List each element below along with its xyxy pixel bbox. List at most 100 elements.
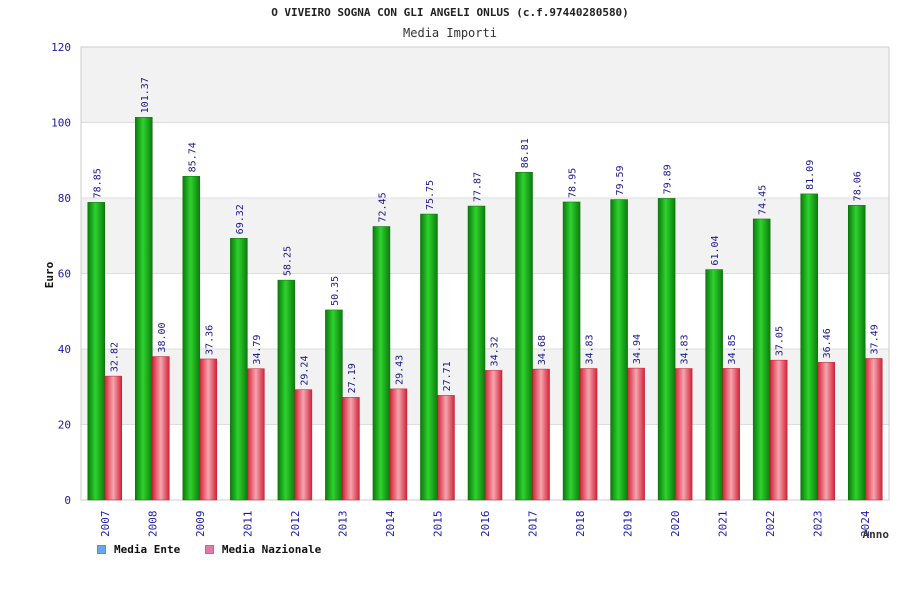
plot-band [81, 47, 889, 123]
value-label: 34.79 [252, 335, 263, 365]
value-label: 34.85 [727, 334, 738, 364]
value-label: 81.09 [805, 160, 816, 190]
bar-media-nazionale [342, 397, 360, 501]
bar-media-ente [752, 218, 771, 501]
value-label: 34.83 [585, 334, 596, 364]
x-tick-label: 2009 [194, 511, 207, 538]
y-tick-label: 40 [58, 343, 71, 356]
bar-media-nazionale [294, 389, 313, 501]
bar-media-nazionale [722, 368, 740, 501]
bar-media-nazionale [674, 368, 693, 501]
value-label: 37.05 [775, 326, 786, 356]
legend-label-nazionale: Media Nazionale [221, 543, 322, 556]
bar-media-nazionale [389, 388, 408, 501]
bar-media-ente [420, 213, 438, 501]
bar-media-ente [182, 176, 201, 501]
value-label: 79.89 [663, 164, 674, 194]
value-label: 50.35 [330, 276, 341, 306]
y-tick-label: 0 [64, 494, 71, 507]
x-tick-label: 2017 [527, 511, 540, 538]
chart-subtitle: Media Importi [403, 26, 497, 40]
x-tick-label: 2023 [812, 511, 825, 538]
legend-swatch-nazionale [204, 545, 214, 554]
value-label: 37.36 [204, 325, 215, 355]
value-label: 75.75 [425, 180, 436, 210]
value-label: 58.25 [282, 246, 293, 276]
x-tick-label: 2011 [241, 511, 254, 538]
value-label: 29.43 [394, 355, 405, 385]
legend-swatch-ente [97, 545, 106, 554]
value-label: 27.19 [347, 363, 358, 393]
bar-media-ente [325, 309, 343, 501]
bar-media-ente [277, 279, 296, 501]
y-axis-label: Euro [43, 261, 56, 288]
value-label: 61.04 [710, 235, 721, 265]
value-label: 34.83 [680, 334, 691, 364]
x-tick-label: 2008 [146, 511, 159, 538]
bar-media-nazionale [817, 362, 835, 501]
bar-media-ente [847, 205, 866, 501]
value-label: 34.32 [490, 336, 501, 366]
x-tick-label: 2024 [859, 510, 872, 537]
y-tick-label: 100 [51, 117, 71, 130]
chart-title: O VIVEIRO SOGNA CON GLI ANGELI ONLUS (c.… [271, 6, 629, 19]
value-label: 34.68 [537, 335, 548, 365]
bar-media-nazionale [532, 368, 550, 501]
bar-media-nazionale [104, 375, 123, 501]
x-tick-label: 2020 [669, 511, 682, 538]
bar-media-nazionale [199, 358, 218, 501]
value-label: 78.85 [92, 168, 103, 198]
bar-media-ente [562, 201, 581, 501]
legend-item-ente: Media Ente [97, 543, 180, 556]
bar-media-ente [610, 199, 628, 501]
y-tick-label: 80 [58, 192, 71, 205]
x-tick-label: 2016 [479, 511, 492, 538]
bar-media-nazionale [484, 370, 503, 501]
value-label: 79.59 [615, 165, 626, 195]
bar-media-ente [87, 202, 106, 501]
bar-media-ente [467, 205, 486, 501]
value-label: 85.74 [187, 142, 198, 172]
value-label: 37.49 [870, 324, 881, 354]
x-tick-label: 2013 [336, 511, 349, 538]
value-label: 86.81 [520, 138, 531, 168]
x-tick-label: 2012 [289, 511, 302, 538]
x-tick-label: 2021 [717, 511, 730, 538]
bar-media-nazionale [437, 395, 455, 501]
bar-media-ente [515, 172, 533, 501]
bar-media-nazionale [579, 368, 598, 501]
x-tick-label: 2015 [431, 511, 444, 538]
value-label: 34.94 [632, 334, 643, 364]
bar-media-ente [135, 117, 153, 501]
value-label: 27.71 [442, 361, 453, 391]
bar-media-ente [800, 193, 818, 501]
value-label: 72.45 [377, 192, 388, 222]
bar-media-nazionale [627, 367, 645, 501]
x-tick-label: 2019 [622, 511, 635, 538]
x-tick-label: 2018 [574, 511, 587, 538]
bar-media-ente [230, 238, 248, 501]
value-label: 101.37 [140, 77, 151, 113]
x-tick-label: 2022 [764, 511, 777, 538]
value-label: 38.00 [157, 322, 168, 352]
value-label: 29.24 [299, 356, 310, 386]
value-label: 78.95 [568, 168, 579, 198]
y-tick-label: 120 [51, 41, 71, 54]
bar-media-ente [657, 198, 676, 501]
legend: Media Ente Media Nazionale [97, 543, 339, 557]
value-label: 78.06 [853, 171, 864, 201]
value-label: 77.87 [473, 172, 484, 202]
value-label: 36.46 [822, 328, 833, 358]
bar-media-nazionale [864, 358, 883, 501]
y-tick-label: 60 [58, 268, 71, 281]
y-tick-label: 20 [58, 419, 71, 432]
value-label: 74.45 [758, 185, 769, 215]
bar-media-ente [705, 269, 723, 501]
value-label: 32.82 [109, 342, 120, 372]
bar-media-ente [372, 226, 391, 501]
bar-media-nazionale [247, 368, 265, 501]
legend-label-ente: Media Ente [114, 543, 181, 556]
plot-band [81, 122, 889, 198]
legend-item-nazionale: Media Nazionale [204, 543, 322, 556]
